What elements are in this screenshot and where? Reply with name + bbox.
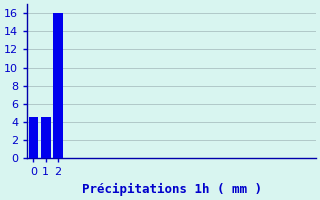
X-axis label: Précipitations 1h ( mm ): Précipitations 1h ( mm ) [82,183,261,196]
Bar [53,13,63,158]
Bar [28,117,38,158]
Bar [41,117,51,158]
